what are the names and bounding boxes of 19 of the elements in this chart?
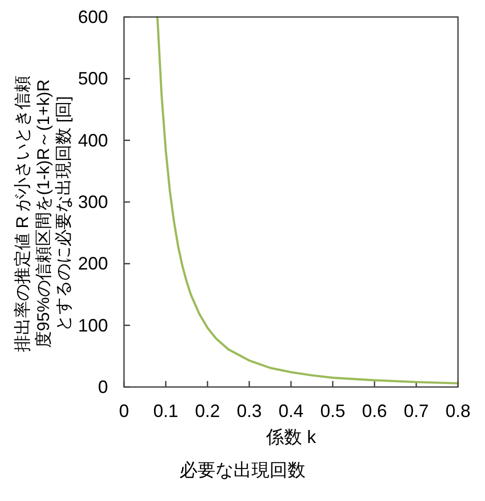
x-tick-label: 0.1 <box>153 401 178 421</box>
x-tick-label: 0.7 <box>404 401 429 421</box>
text: 必要な出現回数 <box>180 460 306 480</box>
x-tick-label: 0 <box>118 401 130 421</box>
x-tick-label: 0.8 <box>445 401 471 421</box>
x-tick-label: 0.4 <box>278 401 304 421</box>
x-axis-title: 係数 k <box>264 427 317 447</box>
y-tick-label: 300 <box>78 192 108 212</box>
y-tick-label: 200 <box>78 254 108 274</box>
y-tick-label: 0 <box>98 377 108 397</box>
y-tick-label: 500 <box>78 68 108 89</box>
x-tick-label: 0.3 <box>236 401 262 421</box>
x-tick-label: 0.6 <box>362 401 388 421</box>
y-tick-label: 600 <box>78 7 108 27</box>
y-axis-title: 排出率の推定値 R が小さいとき信頼度95%の信頼区間を(1-k)R～(1+k)Rとするのに必要な出現回数 [回] <box>12 74 74 354</box>
y-tick-label: 100 <box>78 315 108 336</box>
x-tick-label: 0.5 <box>320 401 346 421</box>
x-tick-label: 0.2 <box>194 401 220 421</box>
y-tick-label: 400 <box>78 130 108 150</box>
